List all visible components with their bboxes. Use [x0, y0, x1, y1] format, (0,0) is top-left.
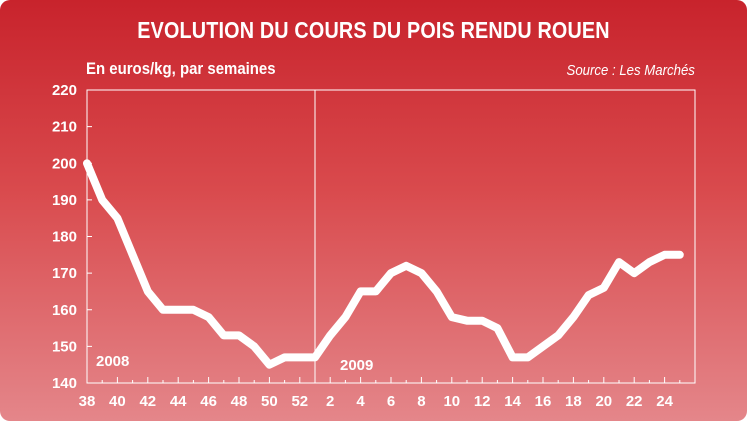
data-point	[282, 354, 288, 360]
data-point	[358, 288, 364, 294]
y-tick-label: 160	[52, 302, 77, 319]
y-tick-label: 140	[52, 375, 77, 392]
data-point	[327, 332, 333, 338]
y-tick-label: 170	[52, 265, 77, 282]
data-point	[677, 252, 683, 258]
x-tick-label: 2	[326, 393, 334, 410]
data-point	[586, 292, 592, 298]
data-point	[221, 332, 227, 338]
x-tick-label: 10	[443, 393, 460, 410]
data-point	[236, 332, 242, 338]
data-point	[616, 259, 622, 265]
x-tick-label: 4	[356, 393, 365, 410]
x-tick-label: 48	[231, 393, 248, 410]
data-point	[175, 307, 181, 313]
data-point	[646, 259, 652, 265]
data-point	[662, 252, 668, 258]
data-point	[434, 288, 440, 294]
chart-title: EVOLUTION DU COURS DU POIS RENDU ROUEN	[137, 17, 610, 43]
x-tick-label: 38	[79, 393, 96, 410]
data-point	[373, 288, 379, 294]
x-tick-label: 52	[291, 393, 308, 410]
data-point	[510, 354, 516, 360]
data-point	[403, 263, 409, 269]
data-point	[297, 354, 303, 360]
x-tick-label: 8	[417, 393, 425, 410]
x-tick-label: 24	[656, 393, 673, 410]
data-point	[418, 270, 424, 276]
data-point	[494, 325, 500, 331]
data-point	[266, 362, 272, 368]
data-point	[99, 197, 105, 203]
plot-area-frame	[86, 89, 696, 384]
price-series-line	[83, 159, 684, 369]
x-tick-label: 18	[565, 393, 582, 410]
x-tick-label: 44	[170, 393, 187, 410]
chart-source: Source : Les Marchés	[566, 62, 695, 79]
data-point	[130, 252, 136, 258]
y-tick-label: 150	[52, 338, 77, 355]
data-point	[312, 354, 318, 360]
x-tick-label: 42	[139, 393, 156, 410]
x-tick-label: 50	[261, 393, 278, 410]
x-tick-label: 12	[474, 393, 491, 410]
x-tick-label: 40	[109, 393, 126, 410]
y-tick-label: 210	[52, 119, 77, 136]
data-point	[449, 314, 455, 320]
x-tick-label: 6	[387, 393, 395, 410]
data-point	[464, 318, 470, 324]
data-point	[479, 318, 485, 324]
data-point	[525, 354, 531, 360]
x-tick-label: 46	[200, 393, 217, 410]
data-point	[601, 285, 607, 291]
year-label-2009: 2009	[340, 357, 373, 374]
y-tick-label: 220	[52, 82, 77, 99]
year-label-2008: 2008	[96, 353, 129, 370]
x-tick-label: 16	[535, 393, 552, 410]
data-point	[251, 343, 257, 349]
data-point	[206, 314, 212, 320]
data-point	[190, 307, 196, 313]
data-point	[160, 307, 166, 313]
data-point	[570, 314, 576, 320]
data-point	[631, 270, 637, 276]
data-point	[145, 288, 151, 294]
data-point	[388, 270, 394, 276]
x-tick-label: 22	[626, 393, 643, 410]
chart-subtitle: En euros/kg, par semaines	[86, 59, 276, 78]
y-tick-label: 180	[52, 229, 77, 246]
data-point	[342, 314, 348, 320]
y-tick-label: 200	[52, 155, 77, 172]
data-point	[540, 343, 546, 349]
data-point	[114, 215, 120, 221]
data-point	[555, 332, 561, 338]
data-point	[84, 160, 90, 166]
x-tick-label: 14	[504, 393, 521, 410]
y-tick-label: 190	[52, 192, 77, 209]
x-tick-label: 20	[595, 393, 612, 410]
